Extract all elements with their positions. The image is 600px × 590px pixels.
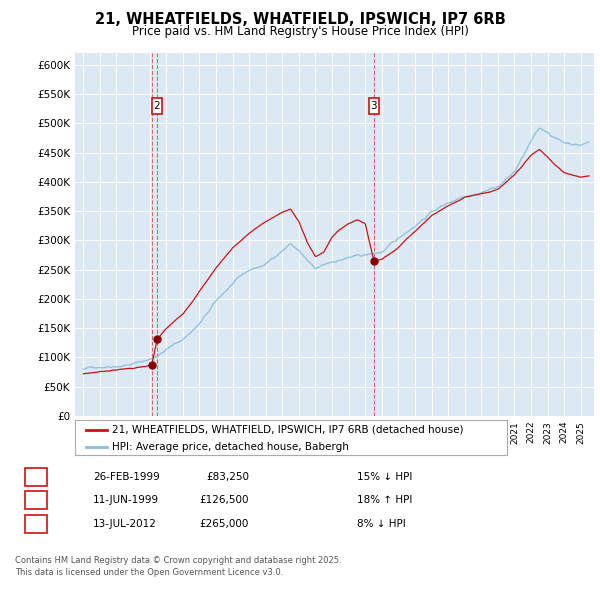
Text: 21, WHEATFIELDS, WHATFIELD, IPSWICH, IP7 6RB: 21, WHEATFIELDS, WHATFIELD, IPSWICH, IP7… [95,12,505,27]
Text: 21, WHEATFIELDS, WHATFIELD, IPSWICH, IP7 6RB (detached house): 21, WHEATFIELDS, WHATFIELD, IPSWICH, IP7… [112,425,463,435]
Text: HPI: Average price, detached house, Babergh: HPI: Average price, detached house, Babe… [112,442,349,453]
Text: 13-JUL-2012: 13-JUL-2012 [93,519,157,529]
Text: 3: 3 [371,101,377,111]
Text: 15% ↓ HPI: 15% ↓ HPI [357,472,412,481]
Text: 26-FEB-1999: 26-FEB-1999 [93,472,160,481]
Text: 8% ↓ HPI: 8% ↓ HPI [357,519,406,529]
Text: £83,250: £83,250 [206,472,249,481]
Text: 11-JUN-1999: 11-JUN-1999 [93,495,159,504]
Text: This data is licensed under the Open Government Licence v3.0.: This data is licensed under the Open Gov… [15,568,283,576]
Text: 1: 1 [32,472,40,481]
Text: £265,000: £265,000 [200,519,249,529]
FancyBboxPatch shape [152,97,162,114]
Text: 2: 2 [32,495,40,504]
FancyBboxPatch shape [369,97,379,114]
Text: 18% ↑ HPI: 18% ↑ HPI [357,495,412,504]
Text: 2: 2 [154,101,160,111]
Text: Contains HM Land Registry data © Crown copyright and database right 2025.: Contains HM Land Registry data © Crown c… [15,556,341,565]
Text: Price paid vs. HM Land Registry's House Price Index (HPI): Price paid vs. HM Land Registry's House … [131,25,469,38]
Text: £126,500: £126,500 [199,495,249,504]
Text: 3: 3 [32,519,40,529]
